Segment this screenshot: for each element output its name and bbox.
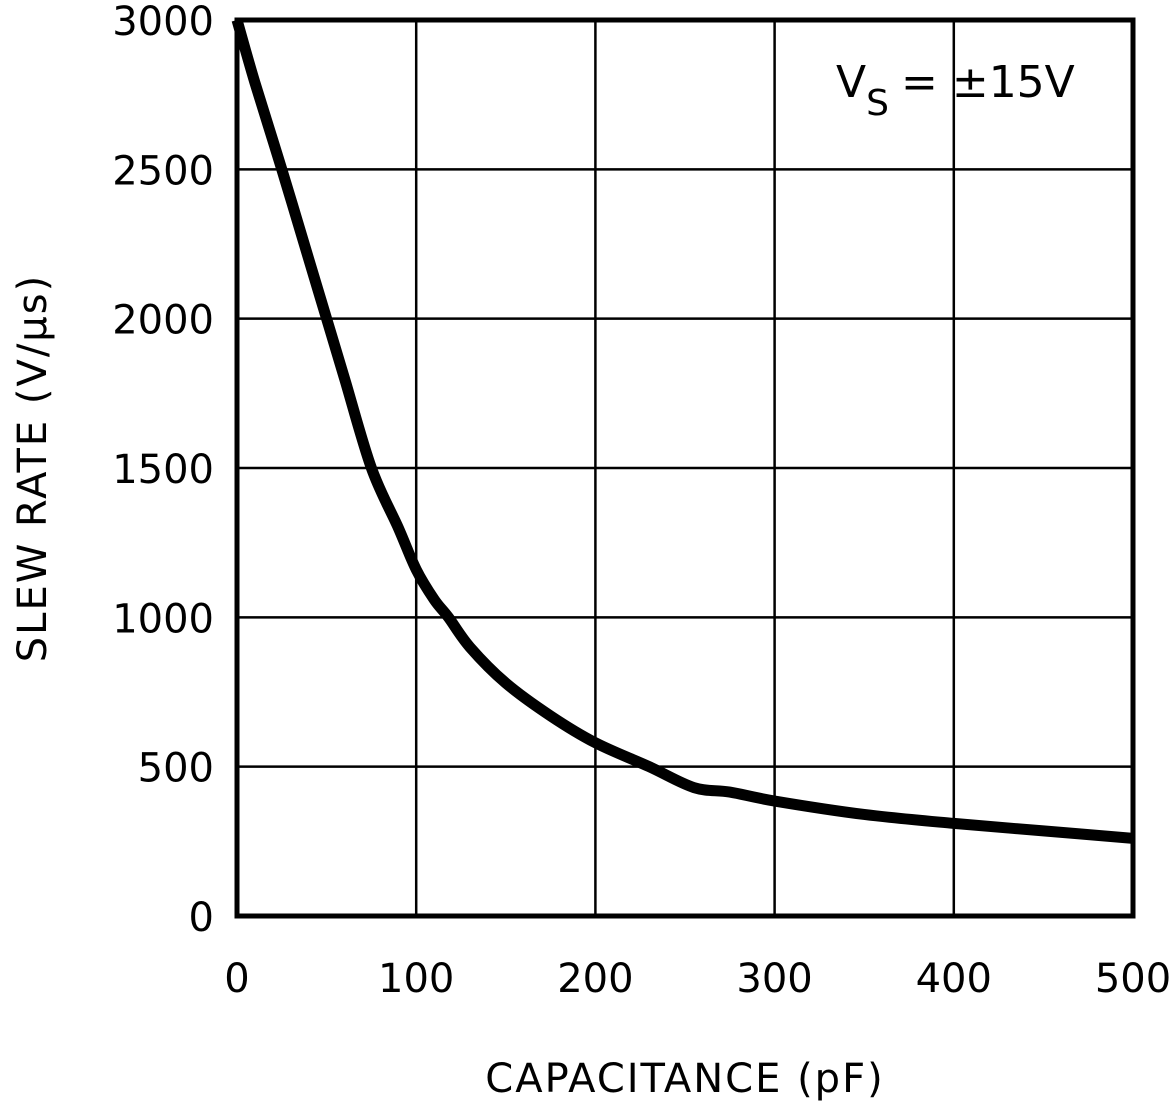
y-tick-label: 500 <box>138 746 214 792</box>
x-tick-label: 0 <box>224 956 249 1002</box>
annotation-value: = ±15V <box>901 57 1075 108</box>
x-axis-tick-labels: 0 100 200 300 400 500 <box>224 956 1171 1002</box>
y-tick-label: 1500 <box>112 447 214 493</box>
y-tick-label: 3000 <box>112 0 214 45</box>
y-tick-label: 2500 <box>112 148 214 194</box>
slew-rate-curve <box>231 18 1134 844</box>
x-tick-label: 300 <box>736 956 812 1002</box>
plot-frame <box>234 17 1136 919</box>
y-tick-label: 0 <box>189 895 214 941</box>
y-tick-label: 2000 <box>112 298 214 344</box>
y-tick-label: 1000 <box>112 596 214 642</box>
x-axis-title: CAPACITANCE (pF) <box>485 1056 884 1102</box>
x-tick-label: 500 <box>1095 956 1171 1002</box>
annotation-v: V <box>836 57 866 108</box>
x-tick-label: 100 <box>378 956 454 1002</box>
annotation-subscript: S <box>866 83 889 124</box>
x-tick-label: 400 <box>916 956 992 1002</box>
x-tick-label: 200 <box>557 956 633 1002</box>
data-series <box>231 18 1134 844</box>
y-axis-tick-labels: 0 500 1000 1500 2000 2500 3000 <box>112 0 214 941</box>
supply-voltage-annotation: VS = ±15V <box>836 57 1075 124</box>
y-axis-title: SLEW RATE (V/µs) <box>10 274 56 662</box>
